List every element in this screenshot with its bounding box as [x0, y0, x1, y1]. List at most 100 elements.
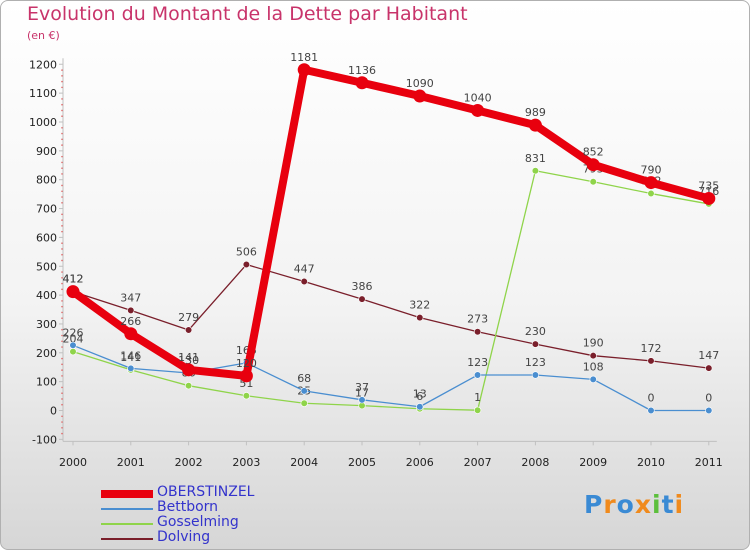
- data-label-bettborn: 68: [297, 372, 311, 385]
- data-label-oberstinzel: 1136: [348, 64, 376, 77]
- y-minor-tick: [61, 190, 63, 193]
- data-label-dolving: 447: [294, 263, 315, 276]
- data-point-oberstinzel: [413, 89, 427, 103]
- data-point-dolving: [589, 352, 597, 360]
- y-minor-tick: [61, 369, 63, 371]
- data-point-bettborn: [69, 341, 77, 349]
- data-point-oberstinzel: [528, 118, 542, 132]
- series-line-bettborn: [72, 344, 710, 412]
- y-tick-label: 900: [36, 145, 57, 158]
- y-tick-label: 600: [36, 231, 57, 244]
- y-minor-tick: [61, 126, 63, 129]
- y-minor-tick: [61, 173, 63, 175]
- y-minor-tick: [61, 103, 63, 106]
- legend-label-bettborn: Bettborn: [157, 499, 219, 515]
- data-label-dolving: 412: [63, 273, 84, 286]
- data-label-gosselming: 204: [63, 333, 84, 346]
- data-point-gosselming: [185, 382, 193, 390]
- data-point-oberstinzel: [239, 369, 253, 383]
- y-minor-tick: [61, 86, 63, 89]
- y-tick-label: 100: [36, 376, 57, 389]
- data-point-dolving: [242, 260, 250, 269]
- y-minor-tick: [61, 196, 63, 198]
- data-point-gosselming: [300, 399, 308, 407]
- x-tick-label: 2006: [406, 456, 434, 469]
- data-point-bettborn: [589, 375, 597, 383]
- logo-letter: i: [674, 490, 685, 519]
- data-point-oberstinzel: [586, 158, 600, 172]
- y-minor-tick: [61, 155, 63, 158]
- y-minor-tick: [61, 184, 63, 187]
- y-minor-tick: [61, 138, 63, 141]
- y-minor-tick: [61, 305, 63, 308]
- data-point-dolving: [185, 326, 193, 334]
- data-point-oberstinzel: [182, 363, 196, 377]
- data-point-dolving: [531, 340, 540, 348]
- y-tick-label: 200: [36, 347, 57, 360]
- data-label-oberstinzel: 120: [236, 357, 257, 370]
- y-minor-tick: [61, 230, 63, 233]
- y-minor-tick: [61, 80, 63, 83]
- y-minor-tick: [61, 167, 63, 169]
- y-minor-tick: [61, 271, 63, 273]
- data-point-gosselming: [242, 392, 250, 400]
- x-tick-label: 2009: [579, 456, 607, 469]
- data-point-bettborn: [705, 406, 713, 415]
- data-point-bettborn: [474, 371, 482, 379]
- data-label-gosselming: 831: [525, 152, 546, 165]
- data-point-oberstinzel: [471, 103, 485, 117]
- x-tick-label: 2008: [521, 456, 549, 469]
- y-minor-tick: [61, 98, 63, 100]
- data-label-dolving: 147: [698, 349, 719, 362]
- data-point-oberstinzel: [702, 191, 716, 205]
- y-minor-tick: [61, 427, 63, 429]
- y-minor-tick: [61, 288, 63, 291]
- data-label-gosselming: 17: [355, 387, 369, 400]
- x-tick-label: 2007: [464, 456, 492, 469]
- data-point-gosselming: [474, 406, 482, 414]
- data-point-gosselming: [647, 189, 655, 198]
- y-minor-tick: [61, 392, 63, 394]
- data-point-gosselming: [589, 178, 597, 186]
- data-point-oberstinzel: [355, 76, 369, 90]
- logo-letter: t: [661, 490, 675, 519]
- data-point-bettborn: [358, 396, 366, 404]
- y-minor-tick: [61, 403, 63, 406]
- y-minor-tick: [61, 242, 63, 244]
- logo-letter: x: [634, 490, 652, 519]
- y-minor-tick: [61, 109, 63, 112]
- y-minor-tick: [61, 375, 63, 377]
- y-tick-label: 1000: [29, 116, 57, 129]
- y-minor-tick: [61, 75, 63, 77]
- data-point-oberstinzel: [297, 63, 311, 77]
- y-minor-tick: [61, 300, 63, 302]
- series-line-oberstinzel: [69, 65, 713, 380]
- y-tick-label: 800: [36, 174, 57, 187]
- legend-label-gosselming: Gosselming: [157, 514, 239, 530]
- data-label-bettborn: 0: [648, 392, 655, 405]
- data-point-dolving: [127, 306, 135, 314]
- chart-subtitle: (en €): [27, 29, 60, 42]
- y-minor-tick: [61, 259, 63, 262]
- y-tick-label: 700: [36, 203, 57, 216]
- data-point-dolving: [300, 277, 308, 286]
- data-point-bettborn: [416, 403, 424, 411]
- y-minor-tick: [61, 282, 63, 285]
- y-minor-tick: [61, 415, 63, 418]
- y-tick-label: 0: [50, 405, 57, 418]
- data-point-oberstinzel: [124, 327, 138, 341]
- data-label-bettborn: 37: [355, 381, 369, 394]
- data-label-bettborn: 146: [120, 349, 141, 362]
- legend-label-oberstinzel: OBERSTINZEL: [157, 484, 255, 500]
- y-minor-tick: [61, 144, 63, 146]
- y-minor-tick: [61, 132, 63, 135]
- y-minor-tick: [61, 317, 63, 319]
- data-label-gosselming: 1: [474, 391, 481, 404]
- y-minor-tick: [61, 161, 63, 164]
- y-minor-tick: [61, 201, 63, 204]
- logo-letter: r: [603, 490, 617, 519]
- y-minor-tick: [61, 328, 63, 331]
- logo-letter: i: [652, 490, 662, 519]
- data-label-bettborn: 123: [525, 356, 546, 369]
- data-point-bettborn: [127, 364, 135, 372]
